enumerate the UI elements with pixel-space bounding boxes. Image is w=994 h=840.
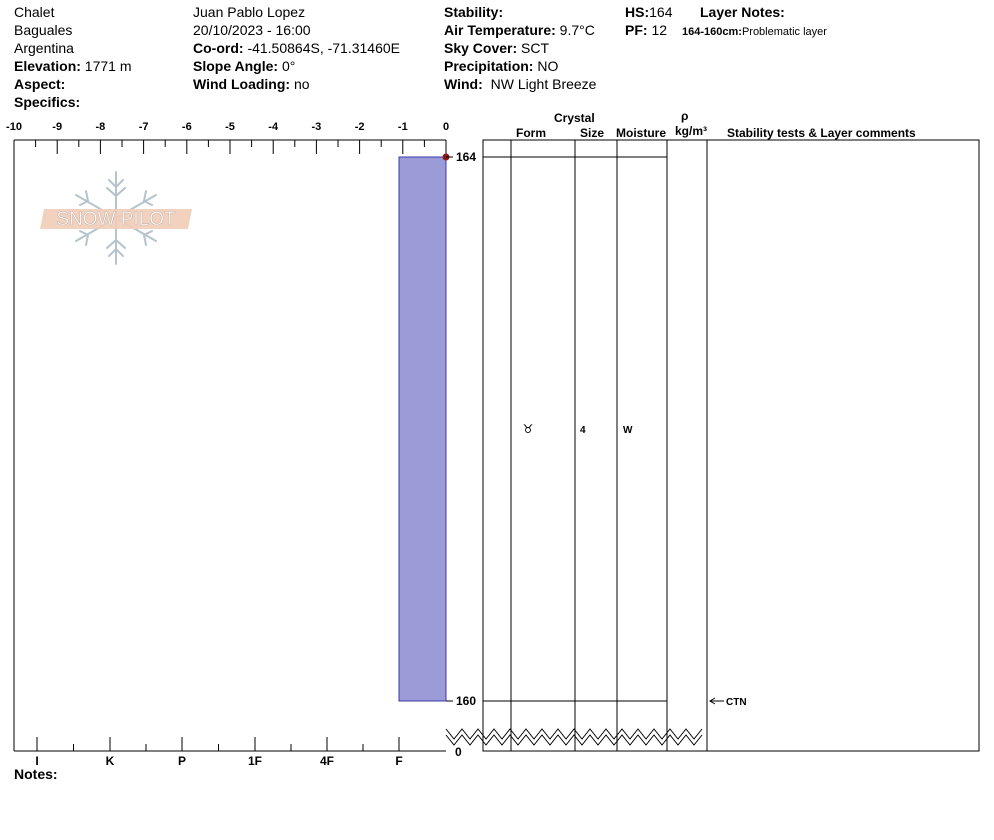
- layer-form: ♉: [523, 422, 534, 436]
- zigzag-break: [445, 728, 703, 740]
- observer: Juan Pablo Lopez: [193, 4, 306, 20]
- hardness-tick-label: 4F: [320, 754, 334, 768]
- hardness-tick-label: K: [106, 754, 115, 768]
- layer-note-text: Problematic layer: [741, 26, 827, 38]
- depth-label: 160: [456, 694, 476, 708]
- elevation-label: Elevation:: [14, 58, 81, 74]
- location: Chalet: [14, 4, 55, 20]
- sky-value: SCT: [521, 40, 550, 56]
- ground-break: [445, 727, 708, 751]
- temp-tick-label: -7: [139, 121, 149, 133]
- hardness-tick-label: I: [35, 754, 38, 768]
- temp-tick-label: -10: [6, 121, 22, 133]
- layer-note-range: 164-160cm:: [682, 26, 742, 38]
- moisture-header: Moisture: [616, 126, 667, 140]
- air-temp-label: Air Temperature:: [444, 22, 556, 38]
- temp-tick-label: -1: [398, 121, 408, 133]
- air-temperature: Air Temperature: 9.7°C: [444, 22, 595, 38]
- temp-tick-label: -9: [52, 121, 62, 133]
- precipitation: Precipitation: NO: [444, 58, 558, 74]
- wind-loading: Wind Loading: no: [193, 76, 310, 92]
- datetime: 20/10/2023 - 16:00: [193, 22, 311, 38]
- precip-value: NO: [537, 58, 559, 74]
- hardness-tick-label: 1F: [248, 754, 262, 768]
- stability-label: Stability:: [444, 4, 504, 20]
- elevation-value: 1771 m: [84, 58, 132, 74]
- layer-table: [482, 139, 980, 752]
- rho-header: ρ: [681, 109, 689, 123]
- region: Baguales: [14, 22, 73, 38]
- test-arrow-head: [709, 697, 716, 705]
- hs: HS:164: [625, 4, 672, 20]
- stability-comments-header: Stability tests & Layer comments: [727, 126, 916, 140]
- specifics-label: Specifics:: [14, 94, 81, 110]
- coord-label: Co-ord:: [193, 40, 244, 56]
- test-label: CTN: [726, 697, 747, 708]
- zigzag-break-second: [445, 734, 703, 746]
- crystal-header: Crystal: [554, 111, 595, 125]
- size-header: Size: [580, 126, 605, 140]
- pf-label: PF:: [625, 22, 648, 38]
- temperature-axis: -10 -9 -8 -7 -6 -5 -4 -3 -2 -1 0: [6, 121, 449, 154]
- wind-label: Wind:: [444, 76, 483, 92]
- layer-bars: [398, 153, 450, 702]
- layer-bar: [398, 156, 447, 702]
- depth-label: 0: [455, 745, 462, 759]
- logo-text: SNOW PILOT: [56, 209, 176, 230]
- coord-value: -41.50864S, -71.31460E: [247, 40, 401, 56]
- air-temp-value: 9.7°C: [559, 22, 595, 38]
- wind-value: NW Light Breeze: [490, 76, 597, 92]
- coordinates: Co-ord: -41.50864S, -71.31460E: [193, 40, 400, 56]
- sky-label: Sky Cover:: [444, 40, 518, 56]
- temp-tick-label: -3: [312, 121, 322, 133]
- layer-note: 164-160cm:Problematic layer: [682, 24, 827, 40]
- temp-tick-label: -2: [355, 121, 365, 133]
- aspect-label: Aspect:: [14, 76, 66, 92]
- layer-size: 4: [580, 425, 586, 436]
- depth-label: 164: [456, 150, 476, 164]
- density-unit-header: kg/m³: [675, 124, 708, 138]
- slope-label: Slope Angle:: [193, 58, 279, 74]
- wind-loading-label: Wind Loading:: [193, 76, 291, 92]
- layer-moisture: W: [623, 425, 633, 436]
- hardness-panel: [13, 139, 446, 752]
- hs-label: HS:: [625, 4, 650, 20]
- temp-tick-label: -5: [225, 121, 235, 133]
- temp-tick-label: -4: [268, 121, 279, 133]
- pf-value: 12: [651, 22, 668, 38]
- slope-value: 0°: [281, 58, 296, 74]
- depth-axis: 164 160 0: [446, 150, 476, 759]
- temp-tick-label: -6: [182, 121, 192, 133]
- country: Argentina: [14, 40, 74, 56]
- temp-tick-label: 0: [443, 121, 449, 133]
- hs-value: 164: [649, 4, 673, 20]
- pf: PF: 12: [625, 22, 667, 38]
- wind-loading-value: no: [293, 76, 310, 92]
- hardness-axis: I K P 1F 4F F: [35, 737, 403, 768]
- elevation: Elevation: 1771 m: [14, 58, 132, 74]
- stability-tests: CTN: [709, 697, 747, 708]
- layer-notes-label: Layer Notes:: [700, 4, 785, 20]
- slope-angle: Slope Angle: 0°: [193, 58, 295, 74]
- hardness-tick-label: F: [395, 754, 402, 768]
- wind: Wind: NW Light Breeze: [444, 76, 596, 92]
- temp-tick-label: -8: [96, 121, 106, 133]
- hardness-tick-label: P: [178, 754, 186, 768]
- precip-label: Precipitation:: [444, 58, 534, 74]
- form-header: Form: [516, 126, 546, 140]
- snow-pilot-logo: SNOW PILOT: [40, 171, 192, 265]
- layer-rows: ♉ 4 W: [483, 156, 667, 702]
- notes-label: Notes:: [14, 766, 58, 782]
- sky-cover: Sky Cover: SCT: [444, 40, 549, 56]
